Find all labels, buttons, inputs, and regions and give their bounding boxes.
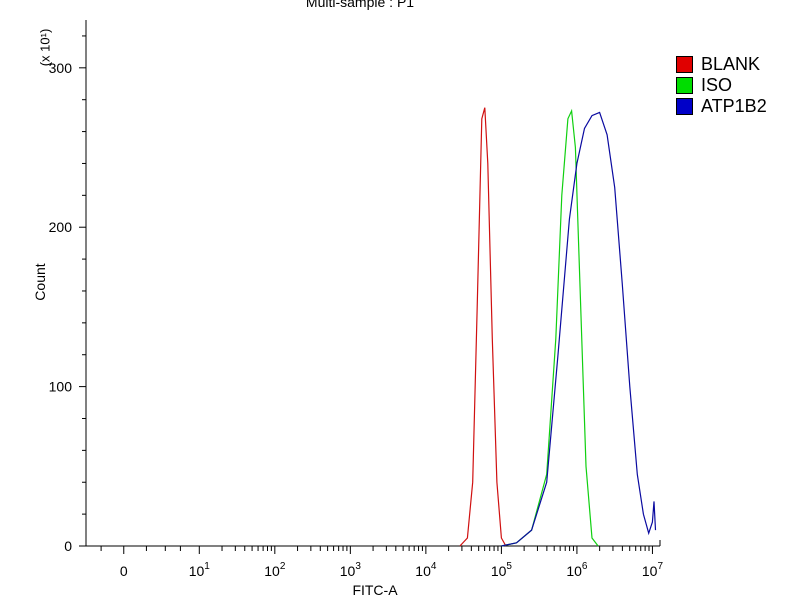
legend-item-iso: ISO xyxy=(676,75,767,96)
x-tick-label: 105 xyxy=(491,561,513,579)
x-tick-label: 0 xyxy=(120,563,128,579)
legend-item-blank: BLANK xyxy=(676,54,767,75)
y-axis-label: Count xyxy=(32,263,48,301)
legend-item-atp1b2: ATP1B2 xyxy=(676,96,767,117)
series-line-blank xyxy=(459,107,507,547)
legend-label-atp1b2: ATP1B2 xyxy=(701,96,767,116)
x-tick-label: 104 xyxy=(415,561,437,579)
x-tick-label: 107 xyxy=(642,561,664,579)
series-line-iso xyxy=(501,108,599,547)
series-line-atp1b2 xyxy=(501,111,657,547)
chart-title: Multi-sample : P1 xyxy=(305,0,415,10)
x-tick-label: 103 xyxy=(340,561,362,579)
y-tick-label: 0 xyxy=(64,538,72,554)
y-tick-label: 300 xyxy=(49,60,73,76)
x-axis-label: FITC-A xyxy=(352,582,398,598)
x-tick-label: 101 xyxy=(189,561,211,579)
legend-swatch-iso xyxy=(676,77,693,94)
legend-swatch-atp1b2 xyxy=(676,98,693,115)
x-tick-label: 102 xyxy=(264,561,286,579)
y-axis-scale-note: (x 10¹) xyxy=(37,28,53,67)
legend-label-blank: BLANK xyxy=(701,54,761,74)
y-tick-label: 100 xyxy=(49,379,73,395)
legend: BLANK ISO ATP1B2 xyxy=(676,54,767,117)
y-tick-label: 200 xyxy=(49,219,73,235)
legend-label-iso: ISO xyxy=(701,75,733,95)
x-tick-label: 106 xyxy=(566,561,588,579)
legend-swatch-blank xyxy=(676,56,693,73)
